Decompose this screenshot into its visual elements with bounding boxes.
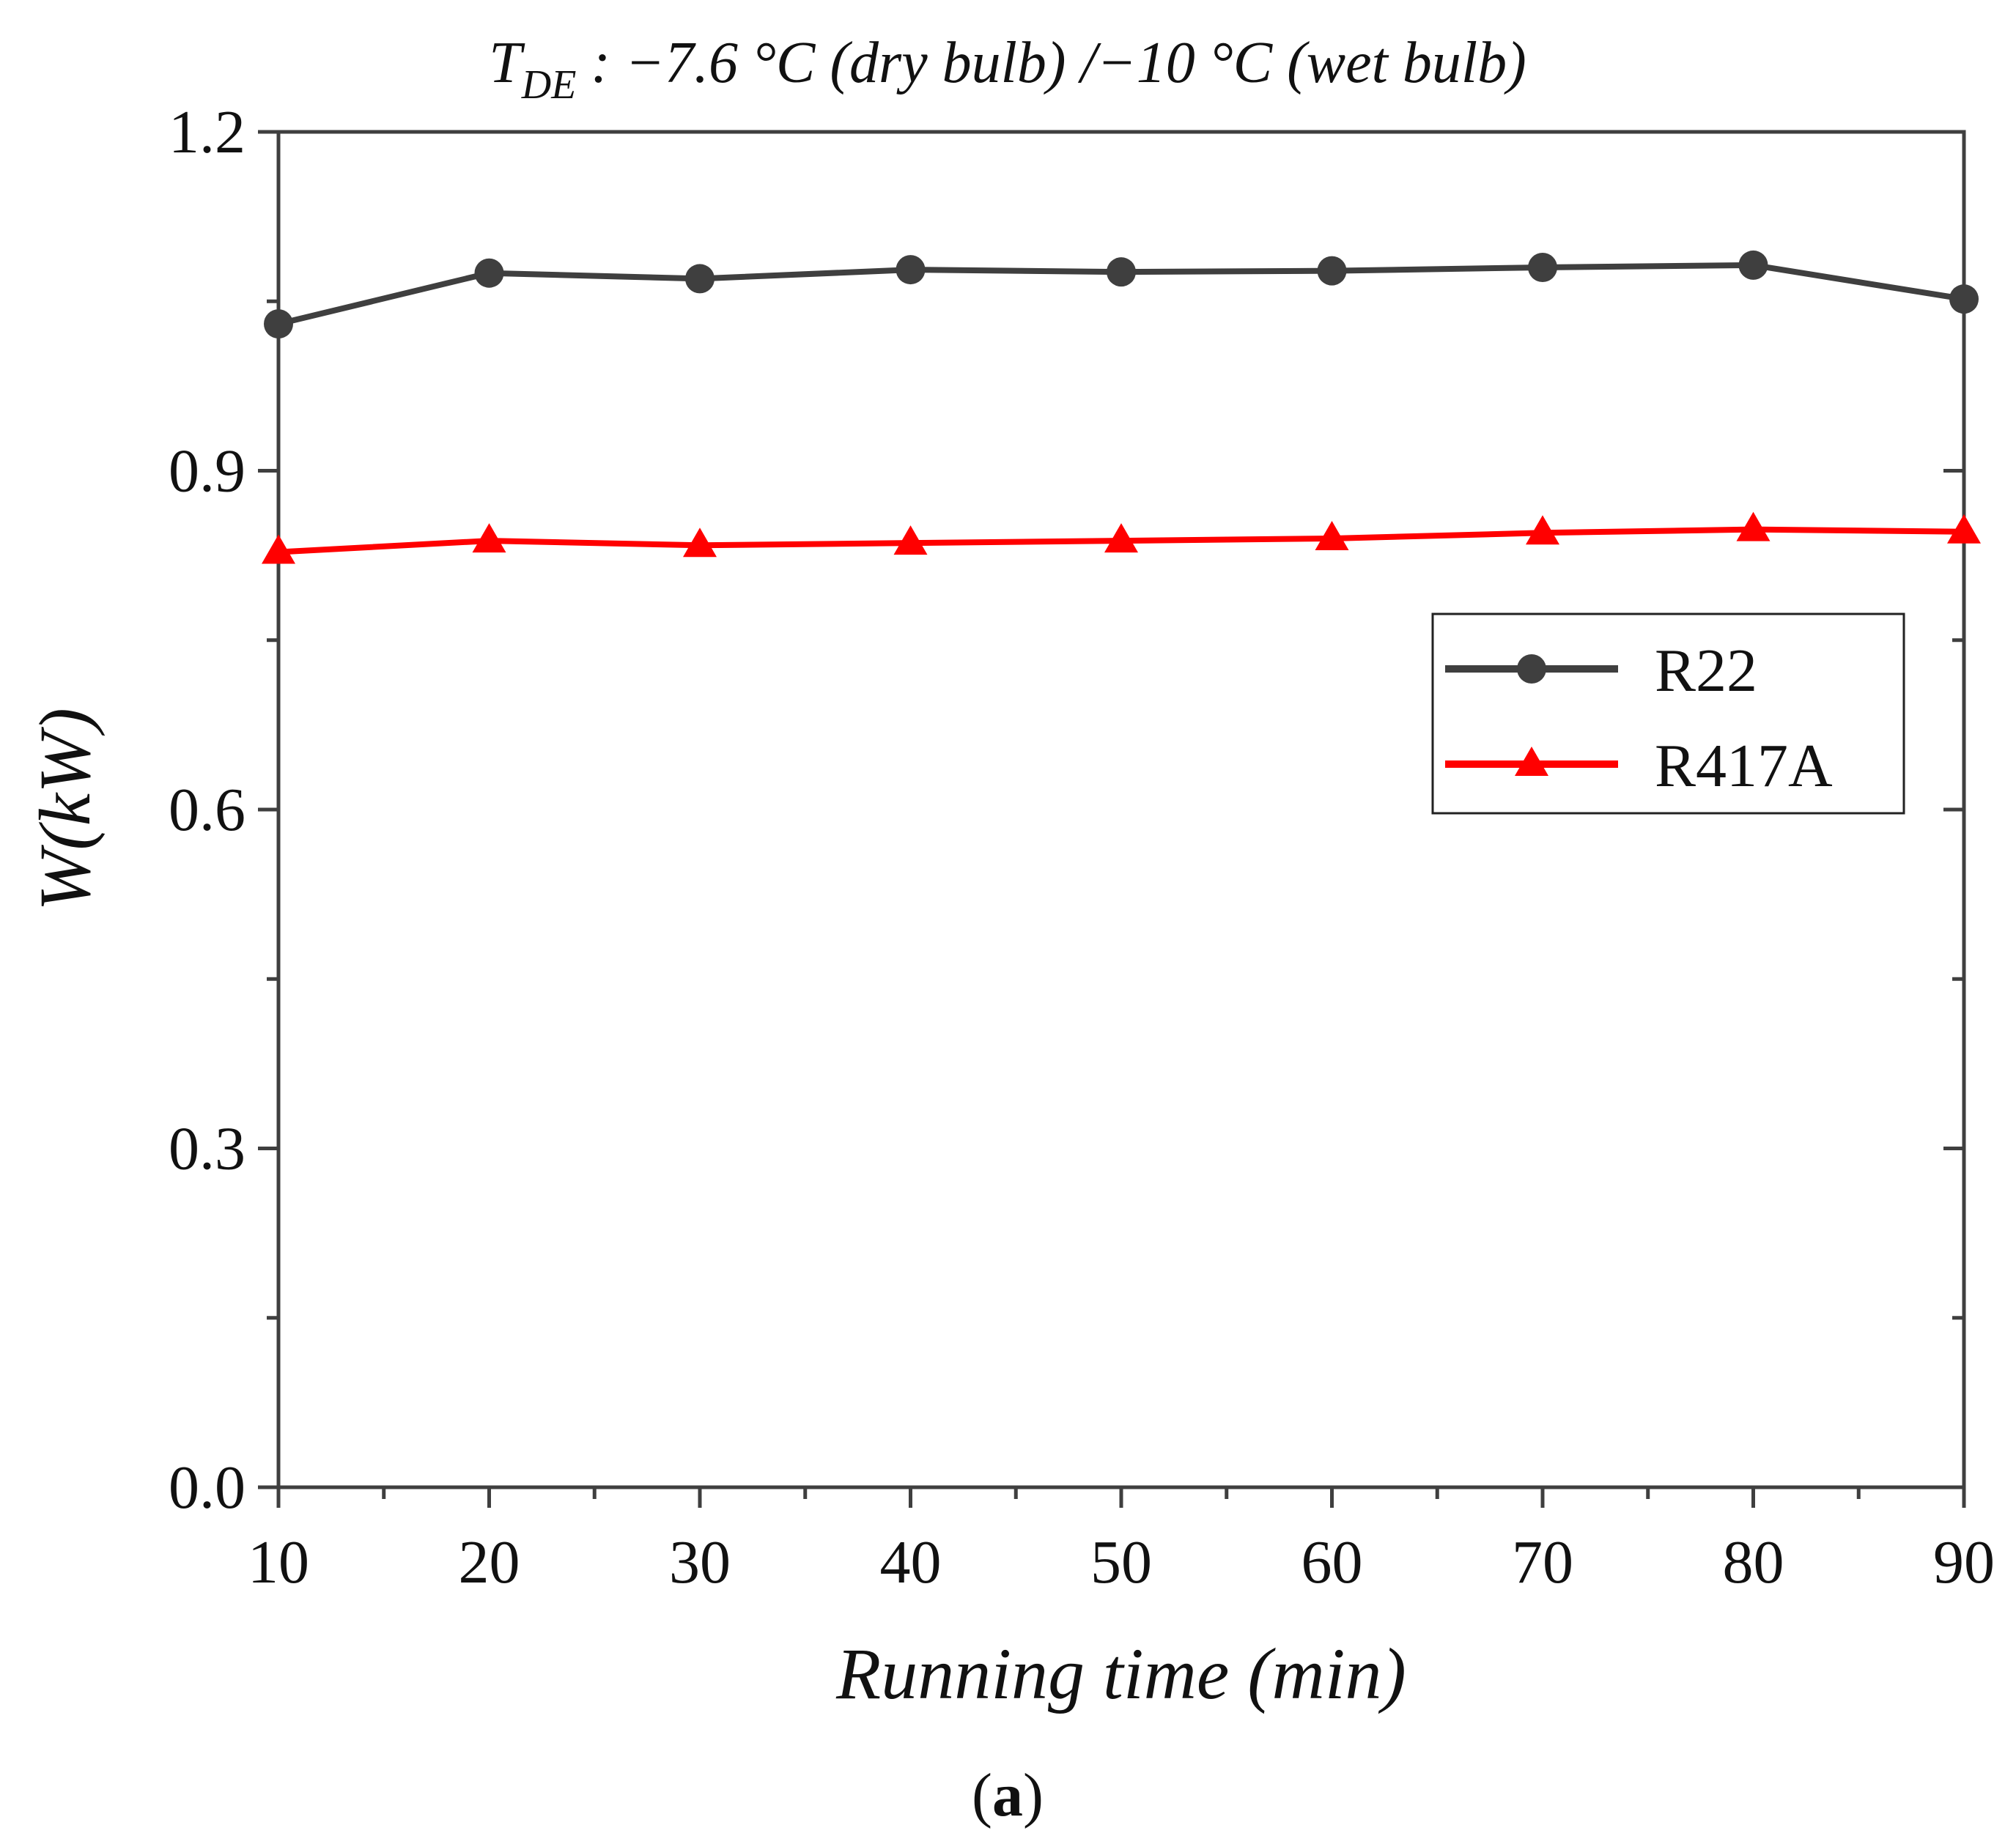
panel-label: (a) [972, 1761, 1044, 1829]
x-tick-label: 40 [880, 1528, 942, 1596]
x-tick-label: 50 [1090, 1528, 1152, 1596]
y-tick-label: 1.2 [169, 98, 245, 166]
x-axis-ticks [276, 1487, 1966, 1508]
x-axis-title: Running time (min) [835, 1633, 1406, 1714]
y-axis-tick-labels: 0.0 0.3 0.6 0.9 1.2 [169, 98, 245, 1522]
data-point-r22 [1528, 253, 1557, 282]
data-point-r22 [685, 264, 715, 294]
data-point-r22 [896, 255, 926, 285]
y-tick-label: 0.6 [169, 776, 245, 844]
data-point-r417a [262, 534, 295, 564]
y-axis-title: W(kW) [24, 708, 106, 911]
title-main: T [489, 31, 525, 95]
title-subscript: DE [521, 62, 577, 108]
x-tick-label: 90 [1933, 1528, 1995, 1596]
y-tick-label: 0.9 [169, 437, 245, 506]
title-rest: : −7.6 °C (dry bulb) /−10 °C (wet bulb) [576, 31, 1526, 95]
data-point-r417a [1736, 511, 1771, 541]
chart-title: TDE : −7.6 °C (dry bulb) /−10 °C (wet bu… [489, 31, 1526, 108]
data-point-r22 [1949, 284, 1979, 314]
data-point-r417a [1315, 521, 1349, 550]
data-point-r22 [474, 258, 504, 288]
legend-label-r22: R22 [1655, 637, 1757, 705]
x-axis-tick-labels: 10 20 30 40 50 60 70 80 90 [248, 1528, 1995, 1596]
data-point-r22 [1738, 250, 1768, 280]
x-tick-label: 10 [248, 1528, 309, 1596]
data-point-r417a [1526, 515, 1559, 545]
data-point-r417a [1104, 523, 1138, 553]
panel-label-close: ) [1023, 1761, 1044, 1829]
x-tick-label: 80 [1723, 1528, 1784, 1596]
legend-box [1431, 612, 1905, 815]
y-tick-label: 0.3 [169, 1115, 245, 1183]
y-tick-label: 0.0 [169, 1454, 245, 1522]
legend-marker-r22 [1517, 654, 1546, 684]
data-point-r417a [683, 528, 717, 558]
series-r22 [264, 250, 1979, 339]
series-layer [262, 250, 1981, 564]
data-point-r22 [1107, 257, 1136, 287]
data-point-r417a [893, 525, 928, 555]
x-tick-label: 70 [1512, 1528, 1573, 1596]
data-point-r417a [472, 523, 506, 553]
legend-marker-r417a [1515, 747, 1548, 776]
x-tick-label: 30 [669, 1528, 731, 1596]
x-tick-label: 60 [1301, 1528, 1363, 1596]
y-axis-ticks [258, 130, 1964, 1489]
series-r417a [262, 511, 1981, 564]
panel-label-open: ( [972, 1761, 992, 1829]
legend: R22 R417A [1431, 612, 1905, 815]
data-point-r417a [1947, 514, 1981, 544]
data-point-r22 [264, 309, 293, 339]
x-tick-label: 20 [459, 1528, 520, 1596]
data-point-r22 [1317, 256, 1347, 286]
panel-label-letter: a [992, 1761, 1023, 1829]
legend-label-r417a: R417A [1655, 732, 1833, 800]
